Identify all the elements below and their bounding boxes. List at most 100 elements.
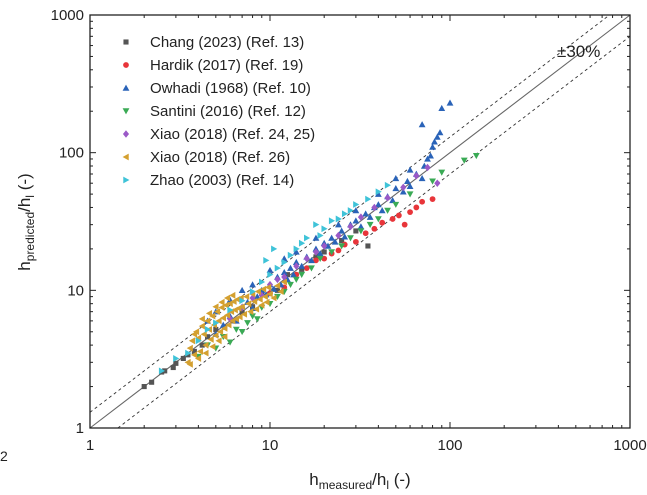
series-7-point-28 xyxy=(384,181,391,189)
series-4-point-29 xyxy=(429,178,436,185)
series-1-point-24 xyxy=(353,228,359,234)
series-6-point-54 xyxy=(277,288,284,295)
legend-item-3: Owhadi (1968) (Ref. 10) xyxy=(122,80,311,97)
series-5-point-20 xyxy=(434,179,441,187)
series-3-point-44 xyxy=(406,182,414,189)
series-6-point-7 xyxy=(196,348,204,355)
series-7-point-15 xyxy=(293,245,300,253)
series-6-point-25 xyxy=(225,321,232,329)
series-5-point-6 xyxy=(274,275,281,284)
legend-marker-5 xyxy=(122,130,130,138)
series-7-point-9 xyxy=(249,288,256,295)
series-3-point-57 xyxy=(406,166,414,173)
series-3-point-56 xyxy=(418,121,426,128)
x-tick-label: 10 xyxy=(262,437,279,454)
series-2-point-15 xyxy=(395,212,402,219)
series-7-point-4 xyxy=(195,337,202,345)
series-1-point-21 xyxy=(313,254,319,260)
series-6-point-38 xyxy=(243,293,250,301)
series-3-point-8 xyxy=(253,293,261,300)
series-4-point-25 xyxy=(374,216,382,223)
series-2-point-4 xyxy=(303,265,310,272)
series-4-point-6 xyxy=(232,326,240,333)
x-axis-label: hmeasured/hl (-) xyxy=(309,470,410,492)
series-7-point-14 xyxy=(287,251,294,259)
series-6-point-52 xyxy=(270,294,277,302)
series-3-point-51 xyxy=(431,138,438,145)
x-tick-label: 100 xyxy=(437,437,462,454)
series-3-point-52 xyxy=(433,133,441,140)
series-4-point-30 xyxy=(438,169,446,176)
series-2-point-11 xyxy=(362,230,369,237)
series-3-point-65 xyxy=(266,266,274,273)
series-6-point-21 xyxy=(219,314,226,322)
series-5-point-7 xyxy=(281,273,288,281)
series-3-point-15 xyxy=(280,268,288,276)
series-4-point-10 xyxy=(253,316,261,323)
series-6-point-60 xyxy=(218,298,225,306)
series-5-point-10 xyxy=(312,248,320,256)
series-7-point-13 xyxy=(281,258,288,266)
series-3-point-32 xyxy=(352,217,360,224)
series-1-point-6 xyxy=(173,360,179,366)
series-7-point-8 xyxy=(239,297,246,305)
legend-item-5: Xiao (2018) (Ref. 24, 25) xyxy=(122,126,315,143)
series-3-point-33 xyxy=(357,223,365,230)
series-7-point-12 xyxy=(274,264,281,272)
series-1-point-19 xyxy=(284,272,290,278)
series-6-point-19 xyxy=(216,328,224,336)
series-6-point-14 xyxy=(209,312,216,320)
legend-label-5: Xiao (2018) (Ref. 24, 25) xyxy=(150,126,315,143)
series-3-point-55 xyxy=(438,104,446,112)
band-line-upper xyxy=(89,14,610,413)
series-2-point-12 xyxy=(371,225,378,232)
legend-label-2: Hardik (2017) (Ref. 19) xyxy=(150,57,303,74)
series-5-point-9 xyxy=(303,254,310,263)
series-6-point-64 xyxy=(194,355,202,362)
series-7-point-7 xyxy=(227,306,234,314)
series-3-point-42 xyxy=(399,188,407,195)
series-4-point-20 xyxy=(328,249,336,256)
series-3-point-41 xyxy=(392,185,400,192)
legend-label-1: Chang (2023) (Ref. 13) xyxy=(150,34,304,51)
reference-lines xyxy=(89,14,631,429)
series-6-point-44 xyxy=(254,288,261,295)
series-3-point-20 xyxy=(298,262,306,269)
series-4-point-24 xyxy=(366,221,374,229)
legend-marker-2 xyxy=(123,62,129,68)
series-6-point-58 xyxy=(205,309,213,317)
series-3-point-59 xyxy=(374,190,382,197)
series-4-point-7 xyxy=(238,329,246,336)
series-7-point-23 xyxy=(341,210,349,218)
legend-item-6: Xiao (2018) (Ref. 26) xyxy=(122,149,290,166)
series-7-point-22 xyxy=(335,215,342,223)
series-6-point-3 xyxy=(188,337,195,345)
series-3-point-60 xyxy=(352,207,360,214)
legend-label-7: Zhao (2003) (Ref. 14) xyxy=(150,172,294,189)
series-6-point-13 xyxy=(207,336,214,343)
series-1-point-10 xyxy=(199,342,205,348)
series-7-point-24 xyxy=(347,207,354,214)
series-2-point-8 xyxy=(335,247,342,254)
series-5-point-12 xyxy=(335,231,342,240)
legend-marker-7 xyxy=(123,176,130,184)
series-5-point-19 xyxy=(424,163,431,172)
x-tick-label: 1 xyxy=(86,437,94,454)
series-3-point-66 xyxy=(249,281,256,288)
series-4-point-9 xyxy=(249,313,256,320)
series-7-point-25 xyxy=(353,201,360,208)
data-points xyxy=(141,99,480,390)
series-3-point-63 xyxy=(292,248,300,255)
series-6-point-2 xyxy=(186,344,193,352)
legend-item-2: Hardik (2017) (Ref. 19) xyxy=(123,57,303,74)
y-axis-label: hpredicted/hl (-) xyxy=(15,173,37,270)
series-6-point-46 xyxy=(258,301,265,309)
series-7-point-2 xyxy=(173,355,180,362)
series-5-point-14 xyxy=(357,213,364,221)
series-6-point-67 xyxy=(215,337,222,345)
series-2-point-13 xyxy=(379,219,386,226)
series-6-point-55 xyxy=(280,278,287,286)
series-6-point-18 xyxy=(215,317,222,325)
series-3 xyxy=(204,99,454,337)
series-3-point-29 xyxy=(338,227,346,234)
